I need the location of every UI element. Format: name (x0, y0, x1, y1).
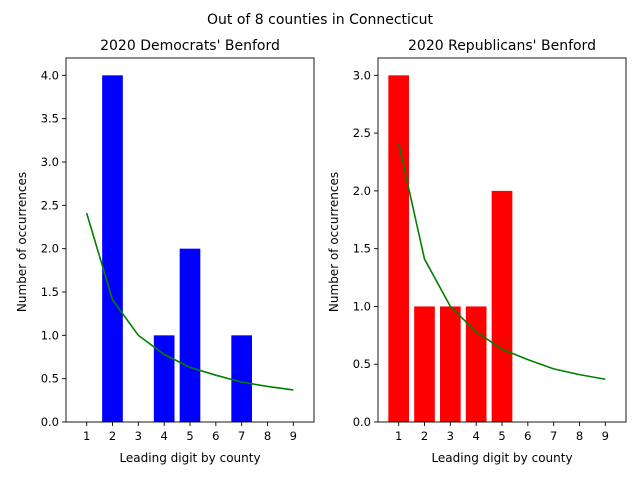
democrats-benford-line (85, 212, 294, 391)
republicans-bar-digit-3 (440, 306, 461, 422)
republicans-benford-line (397, 143, 606, 381)
democrats-xtick-label: 8 (264, 429, 271, 443)
republicans-xtick-label: 7 (550, 429, 557, 443)
republicans-ytick-label: 1.0 (353, 299, 371, 313)
democrats-bar-digit-7 (231, 335, 252, 422)
democrats-ytick-label: 0.5 (41, 372, 59, 386)
democrats-ytick-label: 1.0 (41, 328, 59, 342)
democrats-chart-xlabel: Leading digit by county (119, 451, 260, 465)
republicans-xtick-label: 1 (395, 429, 402, 443)
democrats-ytick-label: 1.5 (41, 285, 59, 299)
republicans-ytick-label: 2.0 (353, 184, 371, 198)
democrats-ytick-label: 2.0 (41, 242, 59, 256)
figure-suptitle: Out of 8 counties in Connecticut (207, 12, 433, 28)
republicans-xtick-label: 9 (602, 429, 609, 443)
democrats-bar-digit-5 (179, 248, 201, 422)
democrats-chart: 2020 Democrats' Benford Number of occurr… (15, 38, 315, 465)
democrats-chart-ylabel: Number of occurrences (15, 172, 29, 312)
republicans-xtick-label: 3 (447, 429, 454, 443)
democrats-ytick-label: 3.5 (41, 112, 59, 126)
republicans-xtick-label: 2 (421, 429, 428, 443)
republicans-xtick-label: 5 (498, 429, 505, 443)
democrats-xtick-label: 2 (109, 429, 116, 443)
republicans-bar-digit-5 (491, 190, 513, 422)
republicans-chart-ylabel: Number of occurrences (327, 172, 341, 312)
democrats-bar-digit-2 (102, 75, 123, 422)
republicans-bar-digit-2 (414, 306, 435, 422)
democrats-xtick-label: 9 (290, 429, 297, 443)
republicans-ytick-label: 2.5 (353, 126, 371, 140)
democrats-xtick-label: 1 (83, 429, 90, 443)
democrats-xtick-label: 5 (186, 429, 193, 443)
republicans-chart-xlabel: Leading digit by county (431, 451, 572, 465)
democrats-xtick-label: 7 (238, 429, 245, 443)
republicans-ytick-label: 1.5 (353, 242, 371, 256)
republicans-xtick-label: 4 (473, 429, 480, 443)
republicans-chart: 2020 Republicans' Benford Number of occu… (327, 38, 627, 465)
democrats-ytick-label: 3.0 (41, 155, 59, 169)
republicans-xtick-label: 8 (576, 429, 583, 443)
republicans-chart-title: 2020 Republicans' Benford (408, 38, 596, 54)
democrats-xtick-label: 6 (212, 429, 219, 443)
democrats-ytick-label: 2.5 (41, 198, 59, 212)
democrats-ytick-label: 4.0 (41, 68, 59, 82)
republicans-ytick-label: 3.0 (353, 68, 371, 82)
republicans-xtick-label: 6 (524, 429, 531, 443)
democrats-xtick-label: 4 (161, 429, 168, 443)
republicans-bar-digit-1 (388, 75, 409, 422)
democrats-chart-title: 2020 Democrats' Benford (100, 38, 280, 54)
democrats-xtick-label: 3 (135, 429, 142, 443)
democrats-ytick-label: 0.0 (41, 415, 59, 429)
republicans-ytick-label: 0.5 (353, 357, 371, 371)
republicans-ytick-label: 0.0 (353, 415, 371, 429)
